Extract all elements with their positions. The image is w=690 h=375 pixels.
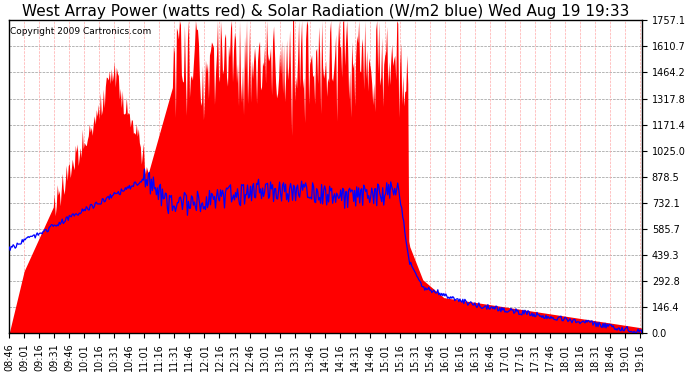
Title: West Array Power (watts red) & Solar Radiation (W/m2 blue) Wed Aug 19 19:33: West Array Power (watts red) & Solar Rad…: [22, 4, 629, 19]
Text: Copyright 2009 Cartronics.com: Copyright 2009 Cartronics.com: [10, 27, 152, 36]
